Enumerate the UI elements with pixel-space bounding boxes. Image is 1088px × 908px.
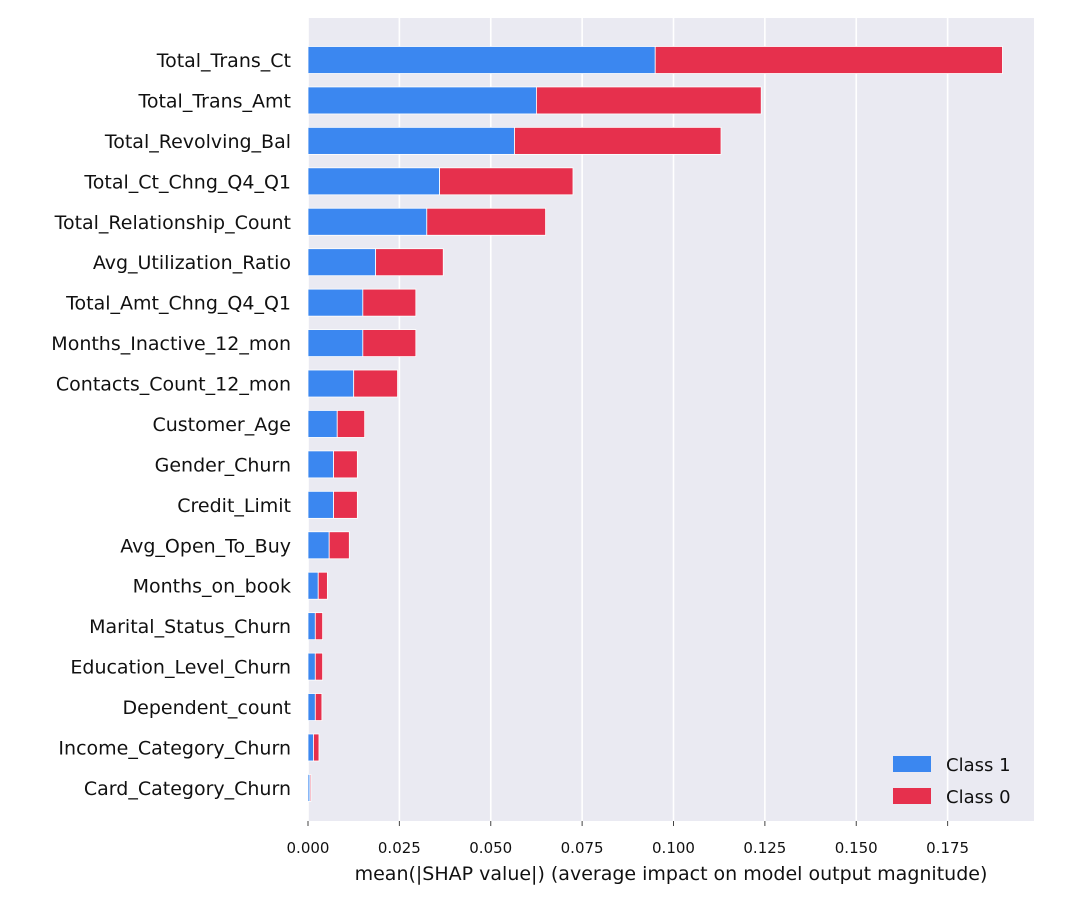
- y-label-1: Total_Trans_Amt: [137, 90, 291, 112]
- legend-label-class-0: Class 0: [946, 787, 1011, 808]
- x-axis-ticks: 0.000 0.025 0.050 0.075 0.100 0.125 0.150 0.175: [287, 821, 969, 857]
- bar-Avg_Open_To_Buy-class-0: [328, 531, 350, 560]
- bar-Contacts_Count_12_mon-class-0: [353, 369, 398, 398]
- y-label-12: Avg_Open_To_Buy: [120, 535, 291, 557]
- bar-Marital_Status_Churn-class-0: [314, 612, 324, 641]
- bar-Credit_Limit-class-0: [333, 490, 358, 519]
- y-label-16: Dependent_count: [123, 697, 291, 719]
- bar-Months_Inactive_12_mon-class-0: [362, 329, 417, 357]
- y-label-5: Avg_Utilization_Ratio: [93, 252, 291, 274]
- y-label-2: Total_Revolving_Bal: [104, 131, 291, 153]
- bar-Avg_Utilization_Ratio-class-0: [375, 248, 444, 277]
- bar-Months_on_book-class-0: [317, 571, 328, 600]
- x-tick-label-7: 0.175: [926, 839, 969, 857]
- bar-Total_Trans_Amt-class-1: [307, 86, 537, 115]
- bar-Total_Trans_Ct-class-1: [307, 46, 656, 74]
- y-label-3: Total_Ct_Chng_Q4_Q1: [83, 171, 291, 193]
- bar-Total_Revolving_Bal-class-1: [307, 126, 515, 155]
- bar-Avg_Utilization_Ratio-class-1: [307, 248, 377, 277]
- bar-Dependent_count-class-1: [307, 693, 316, 721]
- bar-Contacts_Count_12_mon-class-1: [307, 369, 355, 398]
- bar-Customer_Age-class-1: [307, 410, 338, 438]
- x-tick-label-5: 0.125: [743, 839, 786, 857]
- bar-Total_Amt_Chng_Q4_Q1-class-1: [307, 288, 364, 317]
- x-tick-label-1: 0.025: [378, 839, 421, 857]
- x-tick-label-3: 0.075: [561, 839, 604, 857]
- bar-Total_Revolving_Bal-class-0: [514, 126, 722, 155]
- legend-swatch-class-0: [893, 788, 931, 804]
- y-label-17: Income_Category_Churn: [58, 737, 291, 759]
- x-tick-label-2: 0.050: [469, 839, 512, 857]
- y-axis-labels: Total_Trans_Ct Total_Trans_Amt Total_Revol…: [51, 50, 291, 800]
- x-tick-label-4: 0.100: [652, 839, 695, 857]
- x-axis-label: mean(|SHAP value|) (average impact on mo…: [355, 863, 988, 885]
- y-label-0: Total_Trans_Ct: [156, 50, 291, 72]
- y-label-18: Card_Category_Churn: [84, 778, 291, 800]
- y-label-4: Total_Relationship_Count: [54, 212, 291, 234]
- bar-Income_Category_Churn-class-0: [313, 733, 320, 762]
- legend: Class 1 Class 0: [893, 755, 1011, 808]
- legend-label-class-1: Class 1: [946, 755, 1011, 776]
- bar-Total_Relationship_Count-class-0: [426, 207, 546, 236]
- bar-Total_Ct_Chng_Q4_Q1-class-0: [439, 167, 574, 196]
- x-tick-label-6: 0.150: [835, 839, 878, 857]
- bar-Customer_Age-class-0: [336, 410, 366, 438]
- bars: [307, 46, 1003, 802]
- y-label-6: Total_Amt_Chng_Q4_Q1: [65, 293, 291, 315]
- bar-Marital_Status_Churn-class-1: [307, 612, 316, 641]
- y-label-7: Months_Inactive_12_mon: [51, 333, 291, 355]
- bar-Total_Relationship_Count-class-1: [307, 207, 428, 236]
- x-tick-label-0: 0.000: [287, 839, 330, 857]
- bar-Total_Trans_Ct-class-0: [654, 46, 1003, 74]
- bar-Gender_Churn-class-0: [333, 450, 358, 479]
- y-label-9: Customer_Age: [152, 414, 291, 436]
- y-label-13: Months_on_book: [133, 576, 291, 598]
- bar-Credit_Limit-class-1: [307, 490, 334, 519]
- bar-Education_Level_Churn-class-1: [307, 652, 316, 681]
- bar-Total_Amt_Chng_Q4_Q1-class-0: [362, 288, 417, 317]
- bar-Education_Level_Churn-class-0: [314, 652, 324, 681]
- bar-Avg_Open_To_Buy-class-1: [307, 531, 330, 560]
- bar-Months_Inactive_12_mon-class-1: [307, 329, 364, 357]
- bar-Card_Category_Churn-class-0: [309, 774, 312, 802]
- y-label-11: Credit_Limit: [177, 495, 291, 517]
- bar-Total_Trans_Amt-class-0: [536, 86, 762, 115]
- y-label-15: Education_Level_Churn: [70, 657, 291, 679]
- bar-Total_Ct_Chng_Q4_Q1-class-1: [307, 167, 440, 196]
- legend-swatch-class-1: [893, 756, 931, 772]
- y-label-10: Gender_Churn: [155, 454, 291, 476]
- bar-Dependent_count-class-0: [314, 693, 323, 721]
- bar-Income_Category_Churn-class-1: [307, 733, 314, 762]
- bar-Months_on_book-class-1: [307, 571, 319, 600]
- bar-Gender_Churn-class-1: [307, 450, 334, 479]
- y-label-8: Contacts_Count_12_mon: [56, 374, 291, 396]
- y-label-14: Marital_Status_Churn: [89, 616, 291, 638]
